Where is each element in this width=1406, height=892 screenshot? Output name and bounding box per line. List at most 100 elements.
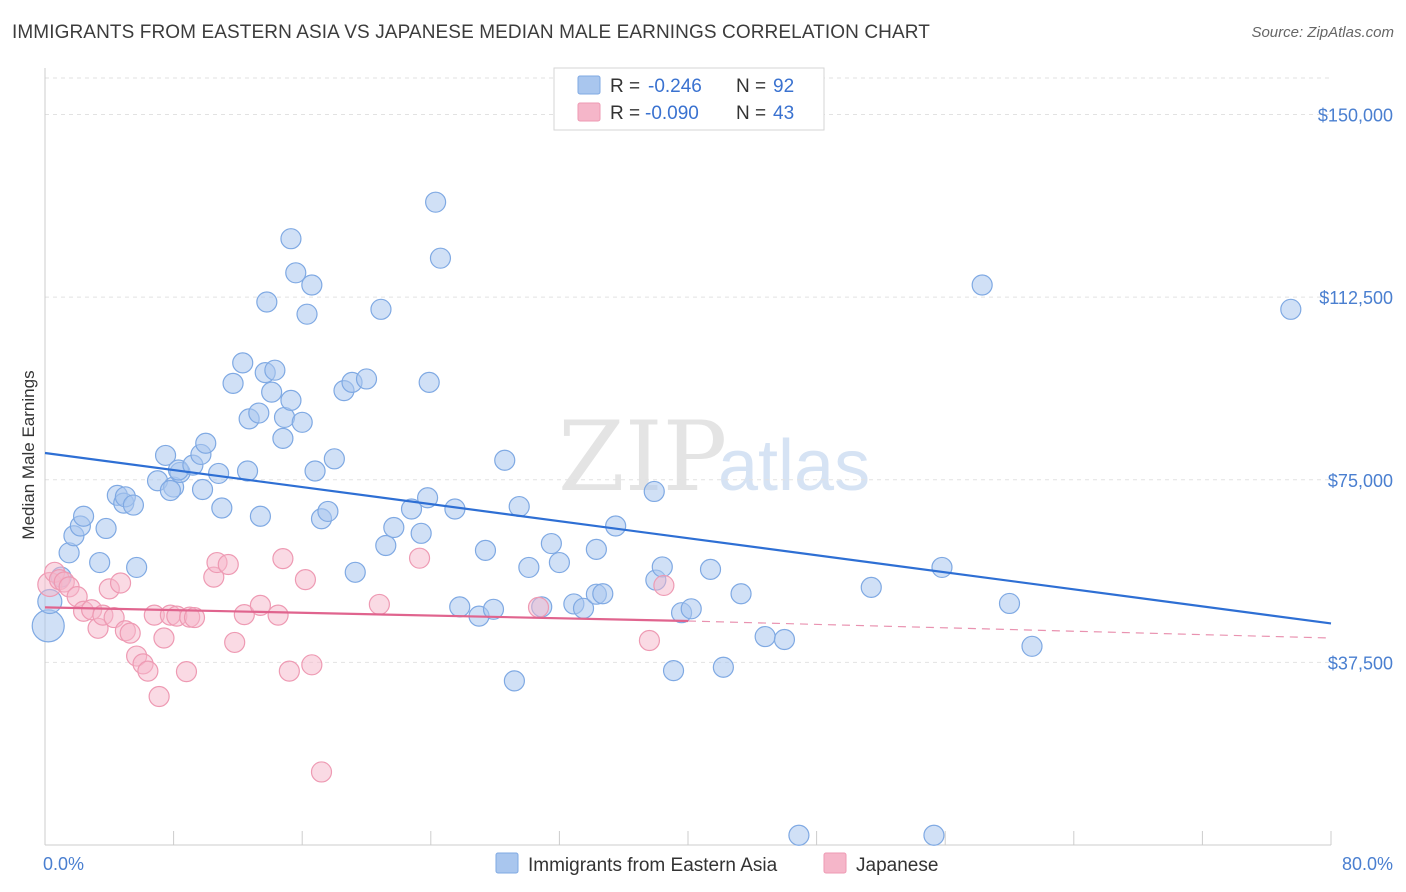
immigrants-point-30 <box>248 402 270 424</box>
immigrants-point-61 <box>410 522 432 544</box>
y-axis-label: Median Male Earnings <box>19 370 38 539</box>
immigrants-point-97 <box>1280 298 1302 320</box>
watermark-zip: ZIP <box>558 401 727 513</box>
japanese-point-35 <box>294 568 317 591</box>
immigrants-point-16 <box>159 479 181 502</box>
immigrants-point-47 <box>323 448 345 470</box>
legend-r-label-2: R = <box>610 103 640 124</box>
japanese-point-28 <box>217 553 239 576</box>
japanese-point-17 <box>137 660 159 682</box>
immigrants-point-34 <box>264 359 286 381</box>
x-tick-label-0: 0.0% <box>43 854 84 874</box>
immigrants-point-81 <box>651 556 673 578</box>
immigrants-point-23 <box>191 478 214 501</box>
japanese-point-40 <box>527 596 550 618</box>
correlation-legend: R = -0.246 N = 92 R = -0.090 N = 43 <box>553 67 825 131</box>
legend-n-value-1: 92 <box>773 76 794 97</box>
immigrants-point-6 <box>72 505 95 527</box>
bottom-legend-swatch-japanese <box>823 852 847 874</box>
immigrants-point-22 <box>195 432 217 454</box>
series-legend: Immigrants from Eastern Asia Japanese <box>495 852 938 876</box>
immigrants-point-44 <box>304 460 326 482</box>
immigrants-point-41 <box>291 411 313 433</box>
immigrants-point-87 <box>730 583 752 605</box>
immigrants-point-24 <box>208 462 230 485</box>
y-tick-label-3: $150,000 <box>1318 106 1393 126</box>
legend-n-label-1: N = <box>736 76 766 97</box>
immigrants-point-38 <box>280 228 302 250</box>
japanese-point-32 <box>267 604 289 626</box>
japanese-point-25 <box>183 606 206 629</box>
japanese-point-38 <box>368 593 390 616</box>
bottom-legend-swatch-immigrants <box>495 852 519 874</box>
immigrants-point-42 <box>296 303 318 325</box>
watermark-atlas: atlas <box>718 426 870 506</box>
japanese-point-33 <box>272 548 294 570</box>
immigrants-point-90 <box>788 824 810 846</box>
immigrants-point-69 <box>518 556 540 579</box>
immigrants-point-84 <box>680 598 702 620</box>
japanese-point-41 <box>638 629 661 652</box>
immigrants-point-93 <box>931 556 953 579</box>
immigrants-point-13 <box>126 556 148 579</box>
japanese-point-39 <box>408 547 431 569</box>
immigrants-point-96 <box>971 274 993 296</box>
watermark: ZIP atlas <box>558 401 870 513</box>
immigrants-point-82 <box>662 660 685 682</box>
immigrants-point-0 <box>31 609 65 643</box>
immigrants-point-71 <box>540 532 562 555</box>
immigrants-point-72 <box>548 551 571 574</box>
immigrants-point-28 <box>232 352 254 374</box>
immigrants-point-95 <box>1021 635 1043 657</box>
immigrants-point-67 <box>508 495 530 518</box>
immigrants-point-46 <box>317 500 339 523</box>
immigrants-point-64 <box>474 539 497 561</box>
immigrants-point-66 <box>503 670 525 692</box>
legend-r-value-2: -0.090 <box>645 103 699 124</box>
immigrants-point-55 <box>400 498 423 520</box>
series-immigrants-points <box>31 191 1302 846</box>
bottom-legend-label-immigrants: Immigrants from Eastern Asia <box>528 855 778 876</box>
immigrants-point-26 <box>222 372 244 394</box>
legend-n-label-2: N = <box>736 103 766 124</box>
immigrants-point-37 <box>256 291 278 313</box>
y-tick-label-1: $75,000 <box>1328 471 1393 491</box>
x-tick-labels: 0.0% 80.0% <box>43 854 1393 874</box>
immigrants-point-12 <box>122 494 145 516</box>
series-japanese-points <box>37 547 675 783</box>
japanese-point-34 <box>278 660 300 682</box>
immigrants-point-57 <box>418 371 440 393</box>
immigrants-point-52 <box>370 298 392 320</box>
japanese-point-19 <box>148 685 170 708</box>
immigrants-point-40 <box>285 262 307 284</box>
immigrants-point-65 <box>482 598 505 620</box>
legend-n-value-2: 43 <box>773 103 794 124</box>
immigrants-point-85 <box>699 558 722 580</box>
immigrants-point-51 <box>355 368 378 390</box>
immigrants-point-91 <box>860 576 882 598</box>
immigrants-point-31 <box>249 505 272 527</box>
immigrants-point-92 <box>923 824 945 846</box>
legend-r-value-1: -0.246 <box>648 76 702 97</box>
japanese-point-23 <box>175 661 198 683</box>
immigrants-point-7 <box>89 551 111 574</box>
immigrants-point-25 <box>211 497 233 519</box>
japanese-point-29 <box>224 631 246 654</box>
japanese-point-31 <box>249 594 272 617</box>
immigrants-point-27 <box>236 460 259 482</box>
x-tick-label-1: 80.0% <box>1342 854 1393 874</box>
immigrants-point-77 <box>585 538 607 561</box>
immigrants-point-62 <box>449 596 471 618</box>
trend-line-japanese <box>44 606 689 623</box>
immigrants-point-33 <box>261 381 283 403</box>
immigrants-point-43 <box>301 274 323 296</box>
immigrants-point-54 <box>383 516 405 539</box>
immigrants-point-50 <box>344 561 366 583</box>
immigrants-point-18 <box>154 444 177 467</box>
immigrants-point-76 <box>592 583 614 605</box>
chart-title: IMMIGRANTS FROM EASTERN ASIA VS JAPANESE… <box>12 22 930 43</box>
immigrants-point-89 <box>773 628 796 651</box>
immigrants-point-78 <box>605 515 627 537</box>
immigrants-point-94 <box>998 592 1021 615</box>
